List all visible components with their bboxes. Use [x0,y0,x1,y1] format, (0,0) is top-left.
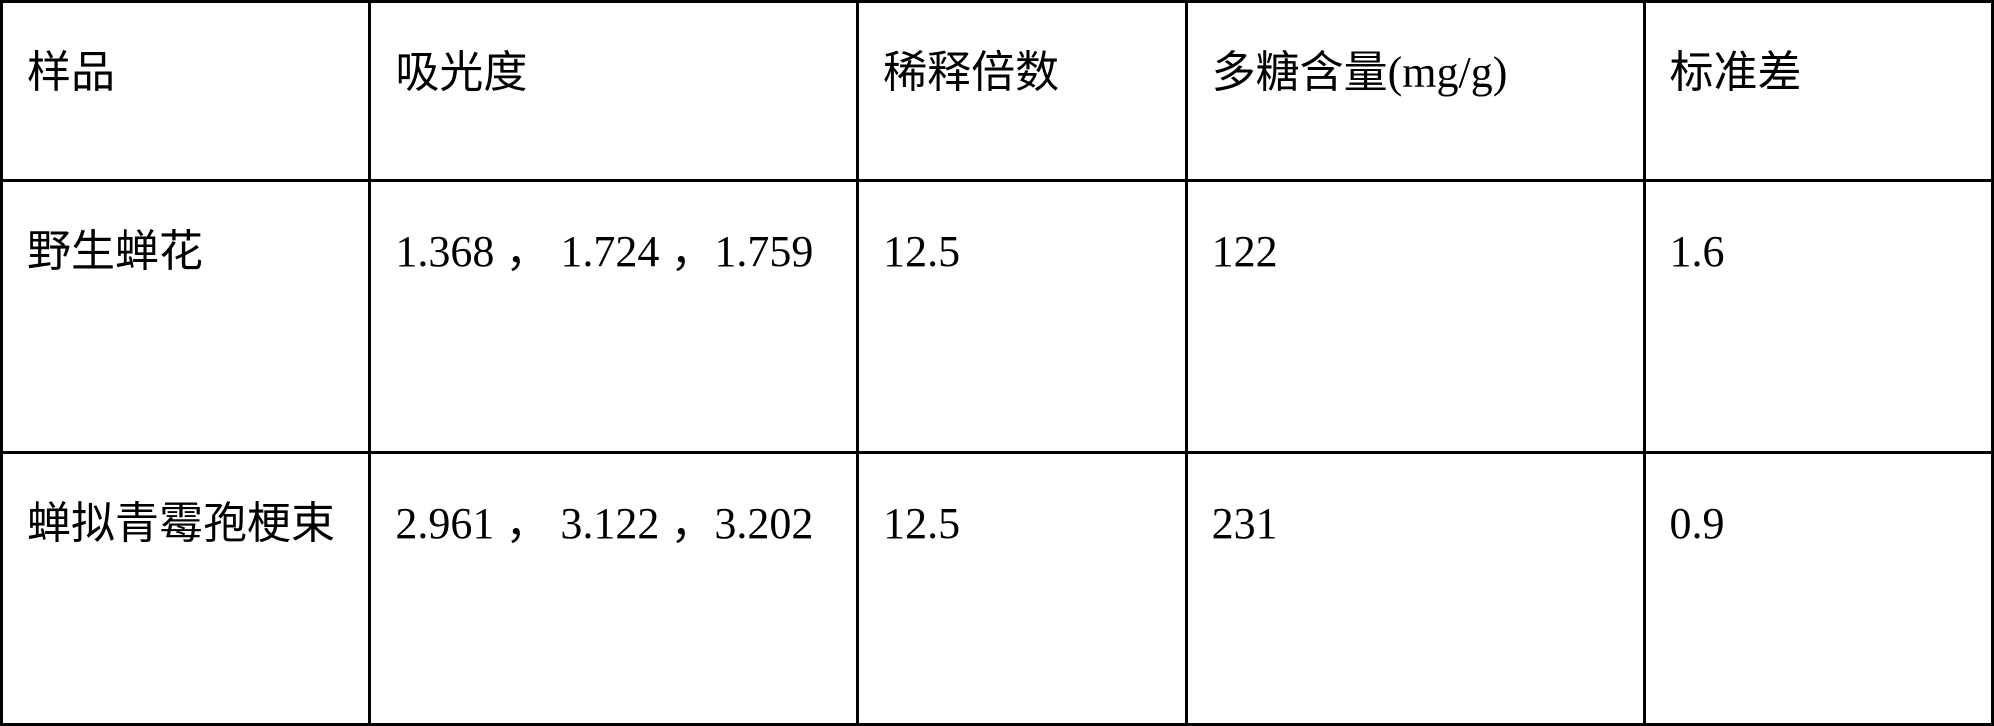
cell-dilution: 12.5 [858,453,1187,725]
cell-dilution: 12.5 [858,181,1187,453]
table-header-row: 样品 吸光度 稀释倍数 多糖含量(mg/g) 标准差 [2,2,1993,181]
col-header-sample: 样品 [2,2,370,181]
table-row: 野生蝉花 1.368 ， 1.724 ，1.759 12.5 122 1.6 [2,181,1993,453]
data-table-container: 样品 吸光度 稀释倍数 多糖含量(mg/g) 标准差 野生蝉花 1.368 ， … [0,0,1994,726]
cell-stddev: 0.9 [1644,453,1992,725]
cell-absorbance: 1.368 ， 1.724 ，1.759 [370,181,858,453]
data-table: 样品 吸光度 稀释倍数 多糖含量(mg/g) 标准差 野生蝉花 1.368 ， … [0,0,1994,726]
cell-sample: 野生蝉花 [2,181,370,453]
col-header-absorbance: 吸光度 [370,2,858,181]
col-header-content: 多糖含量(mg/g) [1186,2,1644,181]
cell-absorbance: 2.961 ， 3.122 ，3.202 [370,453,858,725]
col-header-dilution: 稀释倍数 [858,2,1187,181]
cell-stddev: 1.6 [1644,181,1992,453]
cell-sample: 蝉拟青霉孢梗束 [2,453,370,725]
cell-content: 231 [1186,453,1644,725]
cell-content: 122 [1186,181,1644,453]
table-row: 蝉拟青霉孢梗束 2.961 ， 3.122 ，3.202 12.5 231 0.… [2,453,1993,725]
col-header-stddev: 标准差 [1644,2,1992,181]
